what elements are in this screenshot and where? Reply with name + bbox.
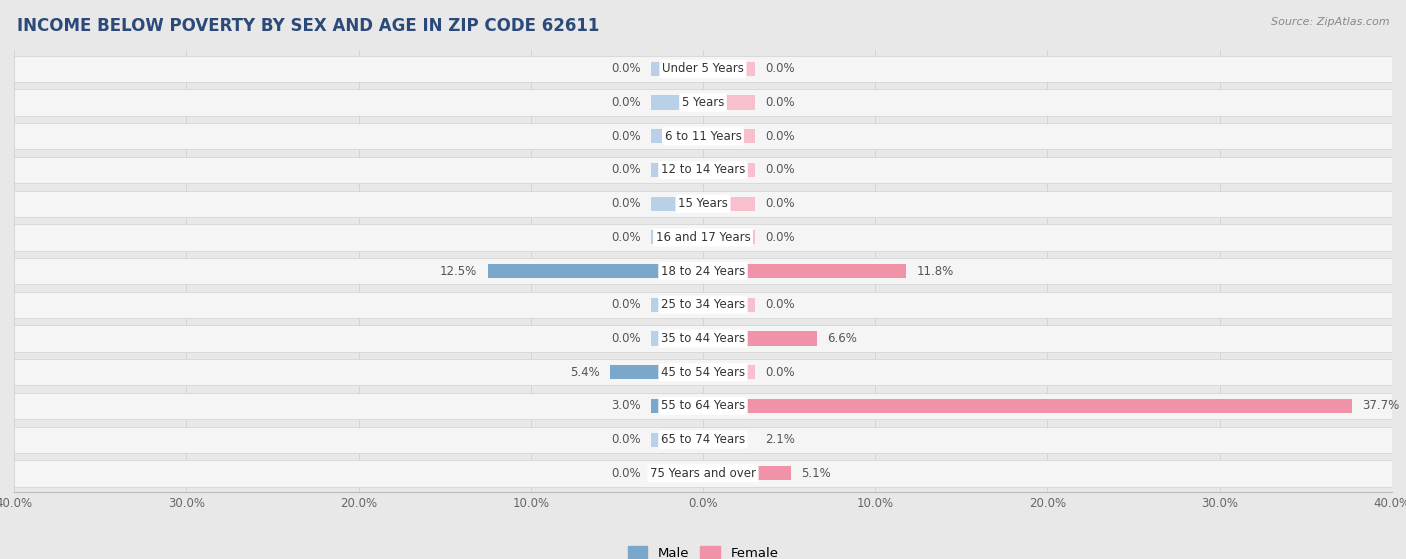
Text: INCOME BELOW POVERTY BY SEX AND AGE IN ZIP CODE 62611: INCOME BELOW POVERTY BY SEX AND AGE IN Z… [17,17,599,35]
Bar [14,427,1392,453]
Text: 0.0%: 0.0% [612,63,641,75]
Text: 0.0%: 0.0% [765,163,794,177]
Bar [651,129,703,143]
Text: 0.0%: 0.0% [612,231,641,244]
Bar [14,123,1392,149]
Bar [703,197,755,211]
Bar [14,359,1392,385]
Bar [703,96,755,110]
Text: 15 Years: 15 Years [678,197,728,210]
Bar [703,399,1353,413]
Bar [651,163,703,177]
Text: 0.0%: 0.0% [612,467,641,480]
Text: 0.0%: 0.0% [765,130,794,143]
Text: 65 to 74 Years: 65 to 74 Years [661,433,745,446]
Bar [14,325,1392,352]
Text: 37.7%: 37.7% [1362,400,1400,413]
Bar [703,298,755,312]
Bar [651,230,703,244]
Text: 0.0%: 0.0% [765,63,794,75]
Text: 0.0%: 0.0% [612,197,641,210]
Bar [703,230,755,244]
Text: 25 to 34 Years: 25 to 34 Years [661,299,745,311]
Text: 16 and 17 Years: 16 and 17 Years [655,231,751,244]
Text: 35 to 44 Years: 35 to 44 Years [661,332,745,345]
Bar [14,89,1392,116]
Bar [703,62,755,76]
Legend: Male, Female: Male, Female [623,541,783,559]
Bar [703,163,755,177]
Text: 6.6%: 6.6% [827,332,856,345]
Bar [14,191,1392,217]
Text: 12 to 14 Years: 12 to 14 Years [661,163,745,177]
Text: Under 5 Years: Under 5 Years [662,63,744,75]
Bar [703,433,740,447]
Text: 0.0%: 0.0% [612,433,641,446]
Text: 0.0%: 0.0% [765,366,794,379]
Text: 18 to 24 Years: 18 to 24 Years [661,264,745,278]
Bar [488,264,703,278]
Bar [703,264,907,278]
Bar [651,433,703,447]
Text: 0.0%: 0.0% [765,231,794,244]
Bar [651,399,703,413]
Text: Source: ZipAtlas.com: Source: ZipAtlas.com [1271,17,1389,27]
Bar [14,460,1392,486]
Text: 6 to 11 Years: 6 to 11 Years [665,130,741,143]
Bar [651,96,703,110]
Bar [703,466,790,480]
Text: 0.0%: 0.0% [612,130,641,143]
Bar [651,298,703,312]
Text: 0.0%: 0.0% [612,163,641,177]
Bar [651,466,703,480]
Bar [14,157,1392,183]
Bar [14,292,1392,318]
Text: 45 to 54 Years: 45 to 54 Years [661,366,745,379]
Text: 5.4%: 5.4% [569,366,599,379]
Bar [14,258,1392,285]
Text: 3.0%: 3.0% [612,400,641,413]
Bar [14,56,1392,82]
Text: 0.0%: 0.0% [765,96,794,109]
Bar [703,129,755,143]
Bar [14,393,1392,419]
Text: 5 Years: 5 Years [682,96,724,109]
Bar [14,224,1392,250]
Text: 0.0%: 0.0% [612,332,641,345]
Bar [651,62,703,76]
Text: 0.0%: 0.0% [765,197,794,210]
Text: 0.0%: 0.0% [765,299,794,311]
Text: 55 to 64 Years: 55 to 64 Years [661,400,745,413]
Text: 2.1%: 2.1% [765,433,794,446]
Bar [703,365,755,380]
Text: 5.1%: 5.1% [801,467,831,480]
Bar [610,365,703,380]
Bar [703,331,817,345]
Bar [651,197,703,211]
Text: 0.0%: 0.0% [612,96,641,109]
Text: 12.5%: 12.5% [440,264,478,278]
Text: 11.8%: 11.8% [917,264,953,278]
Text: 0.0%: 0.0% [612,299,641,311]
Text: 75 Years and over: 75 Years and over [650,467,756,480]
Bar [651,331,703,345]
